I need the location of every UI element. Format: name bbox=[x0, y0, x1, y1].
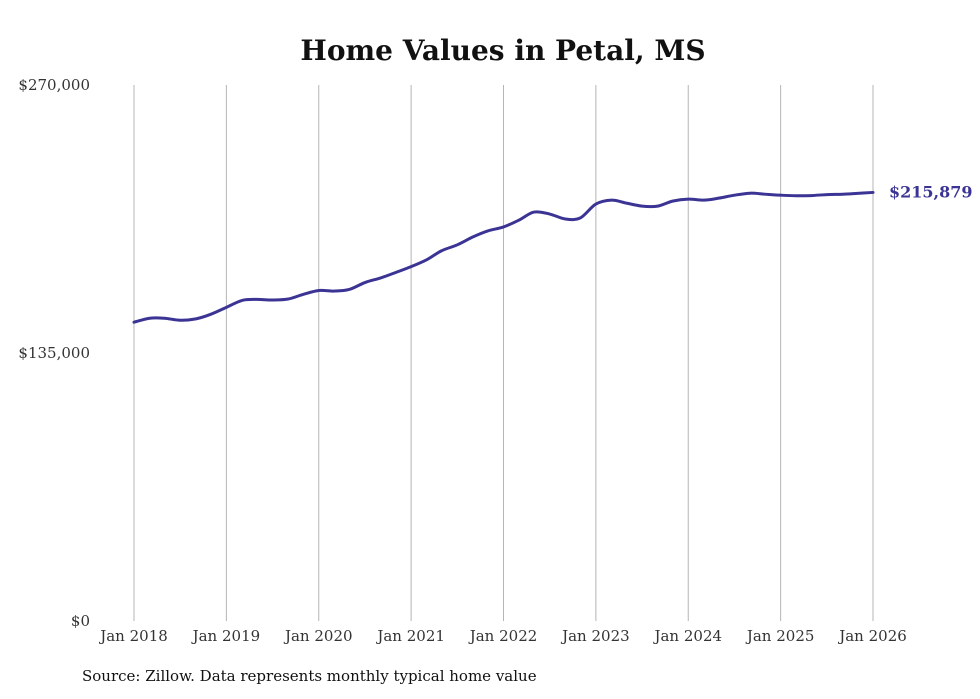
data-point bbox=[317, 289, 320, 292]
data-point bbox=[548, 213, 551, 216]
data-point bbox=[641, 205, 644, 208]
data-point bbox=[379, 276, 382, 279]
x-tick-label: Jan 2022 bbox=[468, 627, 538, 645]
data-point bbox=[410, 265, 413, 268]
data-point bbox=[425, 258, 428, 261]
data-point bbox=[486, 229, 489, 232]
data-point bbox=[610, 199, 613, 202]
grid-layer bbox=[133, 85, 874, 621]
x-tick-label: Jan 2020 bbox=[283, 627, 353, 645]
data-point bbox=[333, 290, 336, 293]
data-point bbox=[194, 317, 197, 320]
data-point bbox=[255, 298, 258, 301]
data-point bbox=[440, 249, 443, 252]
data-point bbox=[179, 319, 182, 322]
data-point bbox=[502, 225, 505, 228]
data-point bbox=[656, 205, 659, 208]
x-tick-label: Jan 2026 bbox=[837, 627, 907, 645]
x-tick-label: Jan 2024 bbox=[652, 627, 722, 645]
data-point bbox=[763, 193, 766, 196]
data-point bbox=[625, 202, 628, 205]
source-note: Source: Zillow. Data represents monthly … bbox=[82, 667, 537, 685]
x-tick-label: Jan 2025 bbox=[745, 627, 815, 645]
data-point bbox=[133, 321, 136, 324]
data-point bbox=[872, 191, 875, 194]
end-value-label: $215,879 bbox=[889, 182, 973, 201]
data-point bbox=[163, 317, 166, 320]
x-tick-label: Jan 2019 bbox=[191, 627, 261, 645]
data-point bbox=[287, 298, 290, 301]
data-point bbox=[702, 199, 705, 202]
data-point bbox=[671, 200, 674, 203]
data-point bbox=[271, 298, 274, 301]
data-point bbox=[148, 317, 151, 320]
y-tick-label: $270,000 bbox=[18, 76, 90, 94]
y-axis-ticks: $0 $135,000 $270,000 bbox=[18, 76, 90, 630]
data-point bbox=[394, 271, 397, 274]
data-point bbox=[825, 193, 828, 196]
data-point bbox=[733, 194, 736, 197]
data-point bbox=[348, 288, 351, 291]
data-point bbox=[795, 194, 798, 197]
data-point bbox=[472, 235, 475, 238]
chart-title: Home Values in Petal, MS bbox=[300, 34, 705, 67]
data-point bbox=[518, 218, 521, 221]
y-tick-label: $0 bbox=[71, 612, 90, 630]
data-point bbox=[594, 203, 597, 206]
data-point bbox=[456, 243, 459, 246]
data-point bbox=[209, 313, 212, 316]
data-point bbox=[532, 211, 535, 214]
x-tick-label: Jan 2021 bbox=[375, 627, 445, 645]
data-point bbox=[241, 299, 244, 302]
x-axis-ticks: Jan 2018 Jan 2019 Jan 2020 Jan 2021 Jan 2022… bbox=[98, 627, 907, 645]
series-line-home-value bbox=[132, 190, 875, 324]
data-point bbox=[564, 218, 567, 221]
data-point bbox=[363, 281, 366, 284]
y-tick-label: $135,000 bbox=[18, 344, 90, 362]
data-point bbox=[717, 197, 720, 200]
x-tick-label: Jan 2023 bbox=[560, 627, 630, 645]
data-point bbox=[579, 217, 582, 220]
data-point bbox=[687, 198, 690, 201]
data-point bbox=[856, 192, 859, 195]
series-layer bbox=[132, 190, 875, 324]
data-point bbox=[749, 192, 752, 195]
data-point bbox=[225, 306, 228, 309]
data-point bbox=[779, 194, 782, 197]
data-point bbox=[810, 194, 813, 197]
data-point bbox=[841, 193, 844, 196]
data-point bbox=[302, 293, 305, 296]
x-tick-label: Jan 2018 bbox=[98, 627, 168, 645]
